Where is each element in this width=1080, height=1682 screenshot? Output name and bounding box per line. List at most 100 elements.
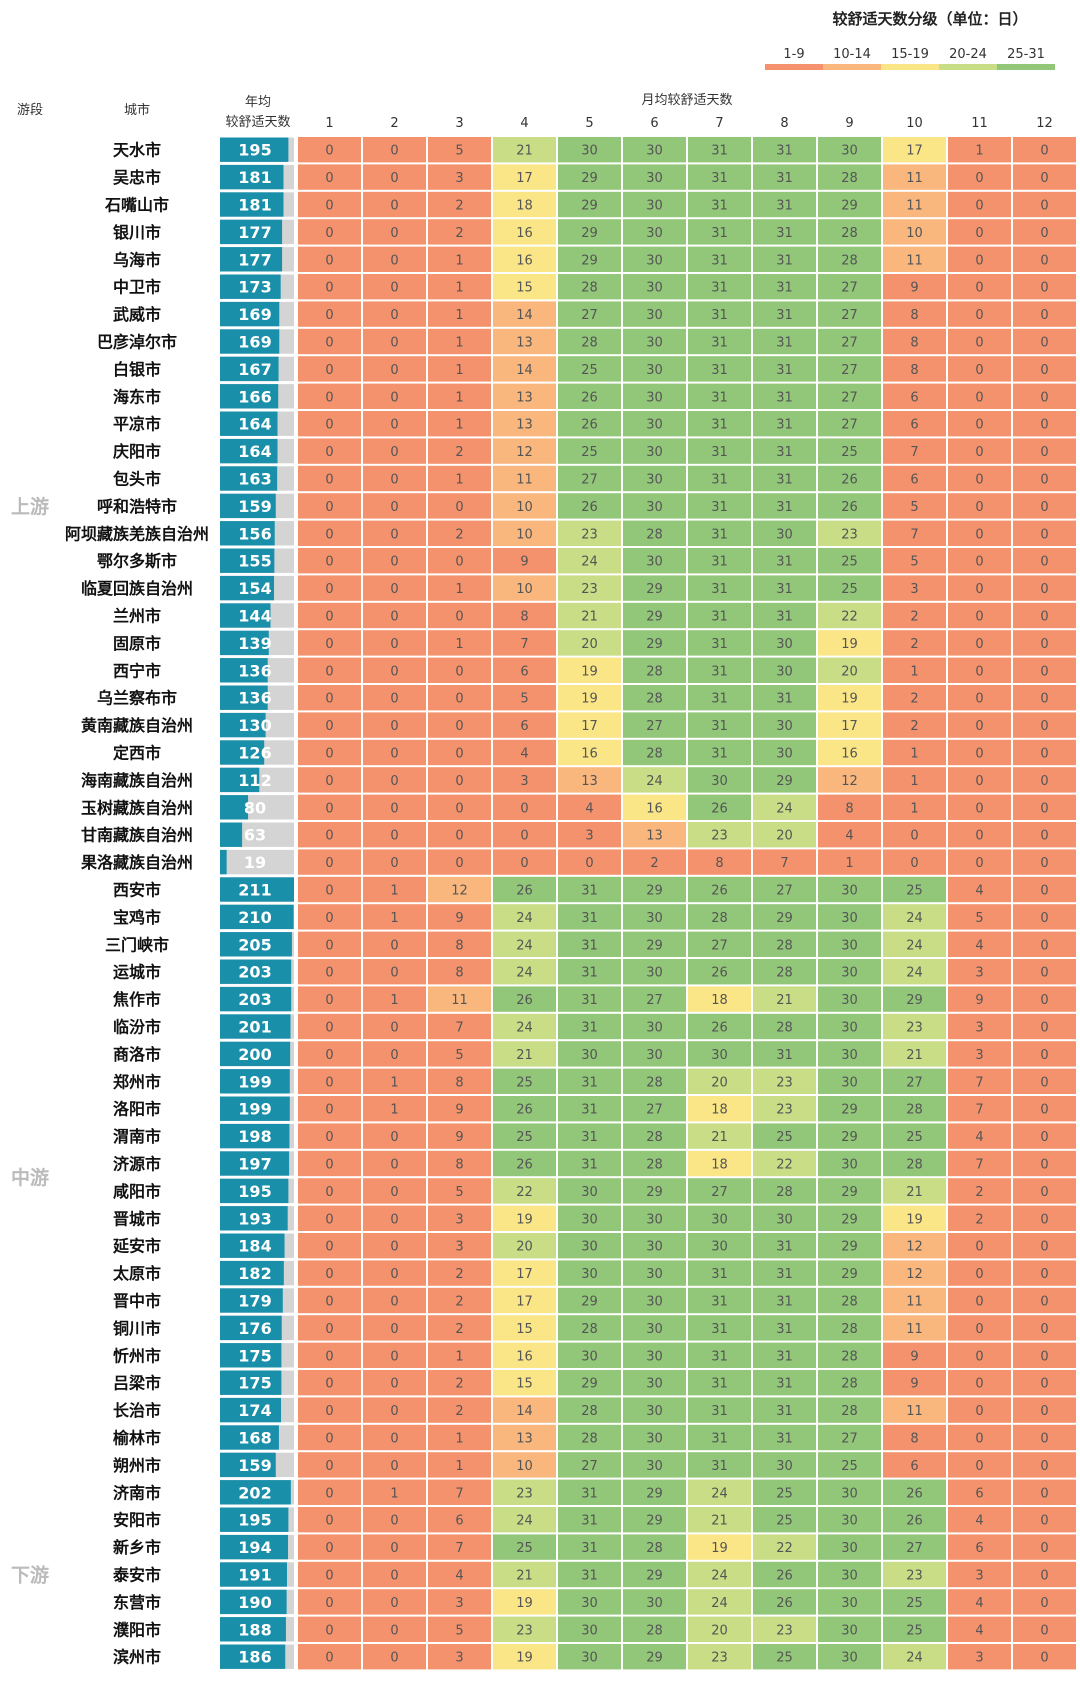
city-label: 济南市 <box>113 1483 161 1502</box>
cell-value: 22 <box>776 1158 793 1173</box>
heat-cell <box>558 493 621 519</box>
heat-cell <box>298 794 361 820</box>
annual-bar <box>220 164 284 190</box>
city-label: 阿坝藏族羌族自治州 <box>65 524 209 543</box>
cell-value: 31 <box>711 555 728 570</box>
cell-value: 8 <box>910 1432 918 1447</box>
cell-value: 30 <box>841 1596 858 1611</box>
heat-cell <box>753 1096 816 1122</box>
heat-cell <box>558 1287 621 1314</box>
heat-cell <box>493 739 556 766</box>
heat-cell <box>1013 1068 1076 1094</box>
cell-value: 5 <box>455 1623 463 1638</box>
annual-bar <box>220 1014 291 1039</box>
heat-cell <box>1013 1150 1076 1177</box>
heat-cell <box>493 219 556 245</box>
cell-value: 0 <box>1040 610 1048 625</box>
cell-value: 0 <box>975 856 983 871</box>
cell-value: 1 <box>455 473 463 488</box>
heat-cell <box>948 191 1011 218</box>
cell-value: 25 <box>776 1514 793 1529</box>
heat-cell <box>688 1041 751 1067</box>
cell-value: 0 <box>1040 1541 1048 1556</box>
annual-bar <box>220 795 249 820</box>
heat-cell <box>428 1287 491 1314</box>
annual-bar <box>220 493 276 519</box>
city-header: 城市 <box>124 102 150 118</box>
cell-value: 0 <box>975 171 983 186</box>
annual-header: 年均 <box>245 95 271 110</box>
heat-cell <box>883 904 946 930</box>
cell-value: 0 <box>325 1322 333 1337</box>
legend-swatch <box>823 64 881 70</box>
heat-cell <box>558 822 621 848</box>
heat-cell <box>883 849 946 875</box>
heat-cell <box>428 1150 491 1177</box>
cell-value: 0 <box>325 1459 333 1474</box>
cell-value: 3 <box>975 1569 983 1584</box>
annual-value: 179 <box>238 1292 271 1311</box>
annual-bar <box>220 1041 291 1067</box>
legend-label: 15-19 <box>891 47 929 62</box>
cell-value: 0 <box>1040 856 1048 871</box>
cell-value: 23 <box>711 829 728 844</box>
cell-value: 2 <box>910 610 918 625</box>
cell-value: 24 <box>516 966 533 981</box>
cell-value: 30 <box>646 1240 663 1255</box>
heat-cell <box>883 1315 946 1341</box>
cell-value: 15 <box>516 1377 533 1392</box>
cell-value: 0 <box>325 692 333 707</box>
annual-value: 136 <box>238 689 271 708</box>
cell-value: 24 <box>906 911 923 926</box>
cell-value: 0 <box>975 390 983 405</box>
annual-bar <box>220 438 278 464</box>
annual-value: 181 <box>238 196 271 215</box>
cell-value: 0 <box>390 856 398 871</box>
cell-value: 30 <box>841 1486 858 1501</box>
heat-cell <box>883 712 946 738</box>
city-label: 咸阳市 <box>113 1182 161 1201</box>
annual-bar <box>220 1260 284 1286</box>
annual-bar <box>220 1096 290 1121</box>
heat-cell <box>883 602 946 629</box>
heat-cell <box>1013 767 1076 793</box>
cell-value: 29 <box>841 1240 858 1255</box>
cell-value: 0 <box>325 473 333 488</box>
cell-value: 0 <box>325 856 333 871</box>
heat-cell <box>818 1068 881 1094</box>
cell-value: 31 <box>711 171 728 186</box>
heat-cell <box>493 301 556 327</box>
annual-value: 210 <box>238 908 271 927</box>
heat-cell <box>428 904 491 930</box>
heat-cell <box>298 1041 361 1067</box>
cell-value: 30 <box>581 1267 598 1282</box>
cell-value: 0 <box>975 1240 983 1255</box>
heat-cell <box>558 1178 621 1204</box>
cell-value: 27 <box>711 1185 728 1200</box>
heat-cell <box>558 876 621 903</box>
heat-cell <box>363 246 426 272</box>
segment-label: 下游 <box>11 1564 49 1587</box>
heat-cell <box>363 630 426 656</box>
cell-value: 0 <box>325 336 333 351</box>
heat-cell <box>493 1315 556 1341</box>
heat-cell <box>688 630 751 656</box>
cell-value: 0 <box>390 1267 398 1282</box>
heat-cell <box>428 575 491 601</box>
annual-bar <box>220 767 260 793</box>
heat-cell <box>688 1397 751 1423</box>
cell-value: 14 <box>516 308 533 323</box>
heat-cell <box>883 1507 946 1533</box>
city-label: 果洛藏族自治州 <box>80 853 193 872</box>
cell-value: 21 <box>516 1048 533 1063</box>
cell-value: 0 <box>390 199 398 214</box>
cell-value: 30 <box>841 1021 858 1036</box>
cell-value: 0 <box>975 801 983 816</box>
cell-value: 8 <box>910 308 918 323</box>
cell-value: 0 <box>325 500 333 515</box>
cell-value: 31 <box>776 171 793 186</box>
heat-cell <box>883 1287 946 1314</box>
cell-value: 7 <box>520 637 528 652</box>
heat-cell <box>428 520 491 546</box>
heat-cell <box>558 1561 621 1588</box>
